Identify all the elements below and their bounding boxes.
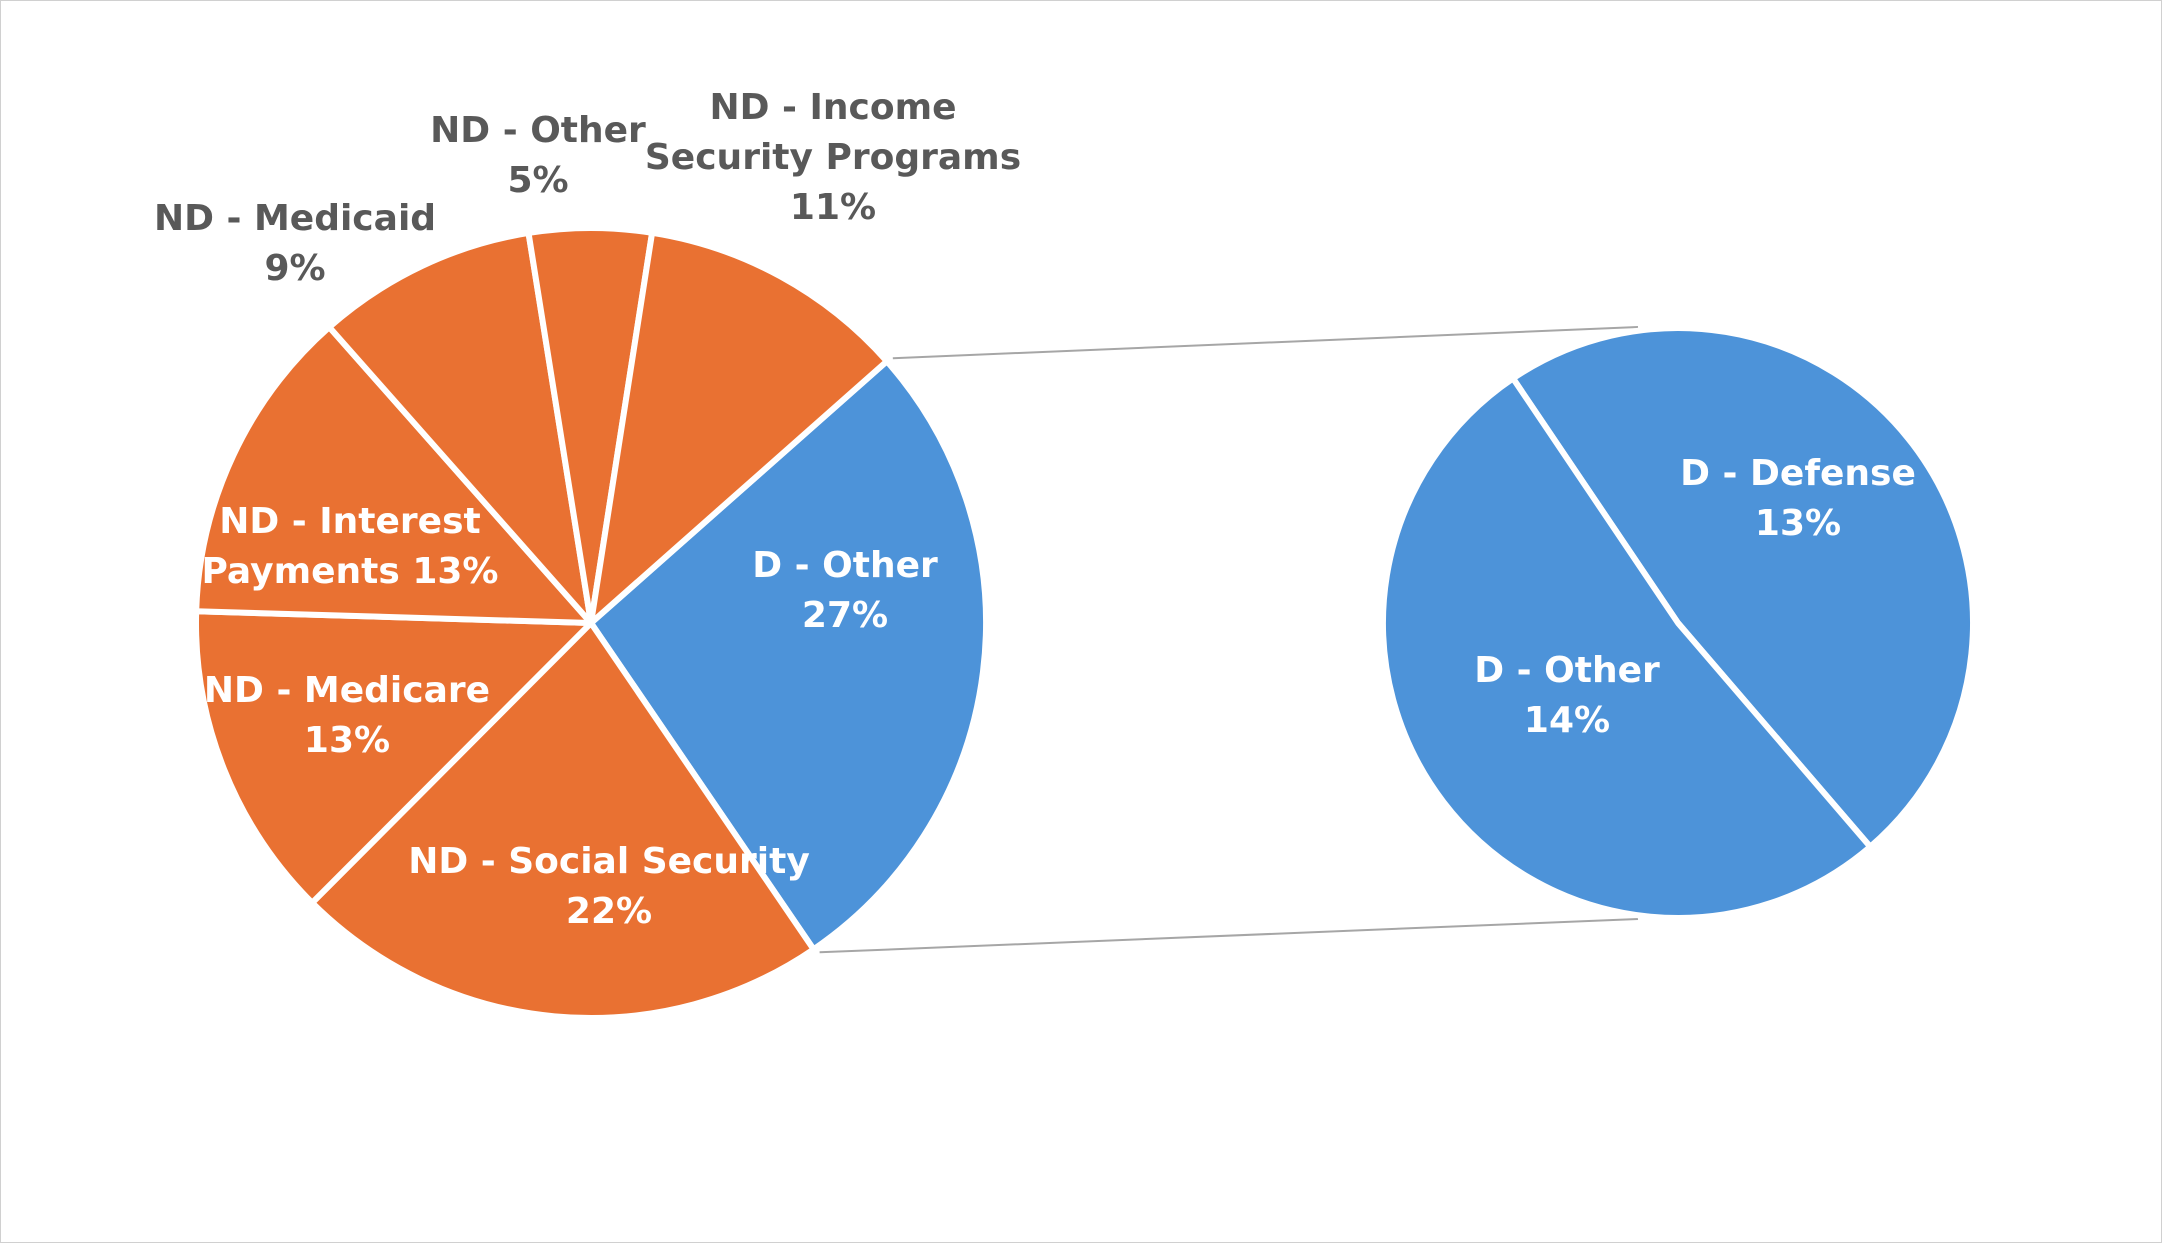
main-label-nd-medicare: ND - Medicare 13% bbox=[204, 670, 490, 761]
main-slice-nd-income-security-programs bbox=[588, 229, 890, 626]
main-slice-d-other bbox=[588, 358, 989, 953]
connector-line-top bbox=[892, 326, 1639, 360]
main-slice-nd-social-security bbox=[309, 620, 817, 1021]
main-label-nd-social-security: ND - Social Security 22% bbox=[408, 841, 810, 932]
data-labels: D - Other 27% ND - Social Security 22% ND - … bbox=[154, 87, 1916, 932]
main-pie bbox=[193, 225, 989, 1021]
secondary-label-d-defense: D - Defense 13% bbox=[1680, 453, 1916, 544]
main-slice-nd-interest-payments bbox=[193, 324, 594, 626]
connector-line-bottom bbox=[819, 918, 1639, 954]
connector-lines bbox=[819, 326, 1639, 954]
main-label-nd-interest-payments: ND - Interest Payments 13% bbox=[202, 501, 499, 592]
main-slice-nd-medicaid bbox=[326, 229, 594, 626]
secondary-slice-d-defense bbox=[1510, 325, 1976, 850]
secondary-slice-d-other bbox=[1380, 375, 1874, 921]
main-label-nd-other: ND - Other 5% bbox=[430, 110, 646, 201]
main-label-d-other: D - Other 27% bbox=[752, 545, 938, 636]
main-label-nd-medicaid: ND - Medicaid 9% bbox=[154, 198, 436, 289]
secondary-pie bbox=[1380, 325, 1976, 921]
secondary-label-d-other: D - Other 14% bbox=[1474, 650, 1660, 741]
main-label-nd-income-security-programs: ND - Income Security Programs 11% bbox=[645, 87, 1021, 228]
main-slice-nd-medicare bbox=[193, 608, 594, 906]
